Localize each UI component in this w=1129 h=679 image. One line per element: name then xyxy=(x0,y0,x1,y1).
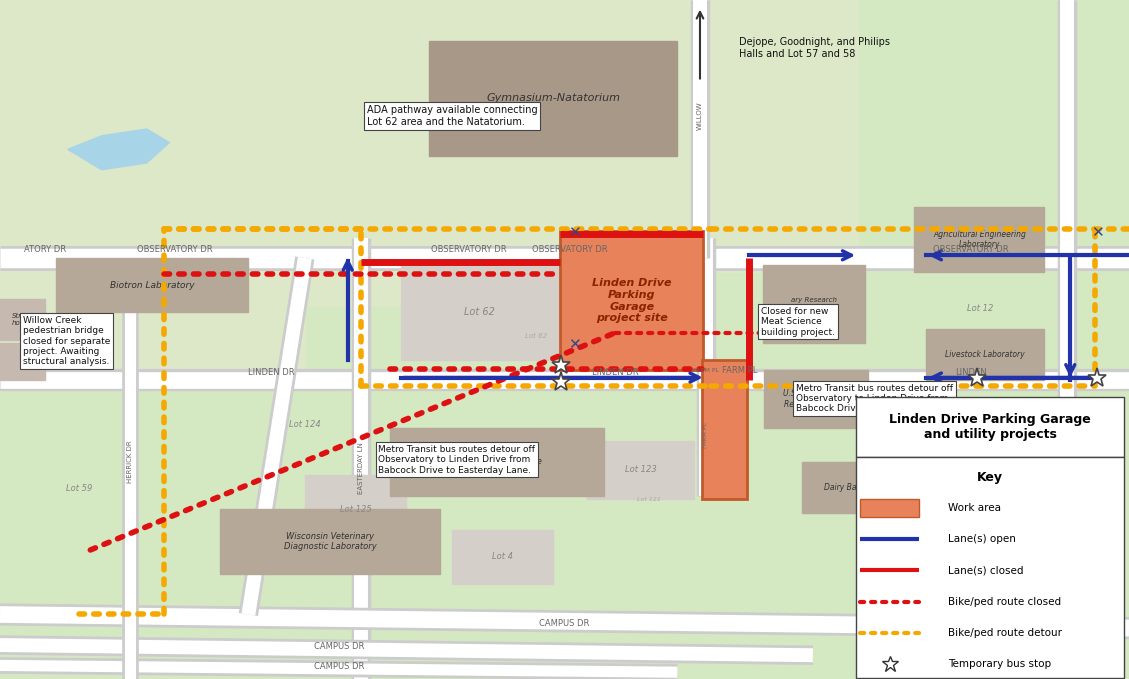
Text: Lot 12: Lot 12 xyxy=(966,304,994,314)
Bar xyxy=(860,499,919,517)
Text: Lot 59: Lot 59 xyxy=(65,484,93,494)
Text: Veterinary Medicine: Veterinary Medicine xyxy=(452,457,542,466)
Text: Lot 62: Lot 62 xyxy=(464,308,496,317)
Text: Linden Drive Parking Garage
and utility projects: Linden Drive Parking Garage and utility … xyxy=(890,413,1091,441)
Bar xyxy=(763,265,865,343)
Text: Bike/ped route closed: Bike/ped route closed xyxy=(948,597,1061,606)
Bar xyxy=(0,0,305,373)
Text: Linden Drive
Parking
Garage
project site: Linden Drive Parking Garage project site xyxy=(592,278,672,323)
Text: Wisconsin Veterinary
Diagnostic Laboratory: Wisconsin Veterinary Diagnostic Laborato… xyxy=(283,532,377,551)
Text: OBSERVATORY DR: OBSERVATORY DR xyxy=(138,245,212,255)
Text: Willow Creek
pedestrian bridge
closed for separate
project. Awaiting
structural : Willow Creek pedestrian bridge closed fo… xyxy=(23,316,110,367)
Text: Lot 123: Lot 123 xyxy=(625,465,657,475)
Bar xyxy=(220,509,440,574)
Text: CAMPUS DR: CAMPUS DR xyxy=(540,619,589,628)
Text: EASTERDAY LN: EASTERDAY LN xyxy=(358,443,365,494)
Text: Lot 59: Lot 59 xyxy=(65,348,93,358)
Bar xyxy=(914,207,1044,272)
Text: FARM PL: FARM PL xyxy=(703,422,708,447)
Text: Lot 62: Lot 62 xyxy=(525,333,548,339)
Bar xyxy=(856,397,1124,457)
Text: FARM PL: FARM PL xyxy=(692,367,719,373)
Text: Closed for new
Meat Science
building project.: Closed for new Meat Science building pro… xyxy=(761,307,835,337)
Bar xyxy=(856,457,1124,678)
Text: ✕: ✕ xyxy=(568,225,581,240)
Text: Lot 4: Lot 4 xyxy=(492,552,513,562)
Bar xyxy=(587,441,694,499)
Bar xyxy=(560,231,703,370)
Text: Street
house: Street house xyxy=(12,312,33,326)
Text: Biotron Laboratory: Biotron Laboratory xyxy=(111,280,194,290)
Bar xyxy=(305,0,700,306)
Text: ADA pathway available connecting
Lot 62 area and the Natatorium.: ADA pathway available connecting Lot 62 … xyxy=(367,105,537,127)
Text: CAMPUS DR: CAMPUS DR xyxy=(314,662,364,672)
Text: Dairy Barn: Dairy Barn xyxy=(824,483,864,492)
Text: OBSERVATORY DR: OBSERVATORY DR xyxy=(533,245,607,255)
Bar xyxy=(702,360,747,499)
Bar xyxy=(401,265,559,360)
Text: Key: Key xyxy=(977,471,1004,484)
Text: CAMPUS DR: CAMPUS DR xyxy=(314,642,364,651)
Text: Lot 121: Lot 121 xyxy=(637,496,662,502)
Text: Livestock Laboratory: Livestock Laboratory xyxy=(945,350,1025,359)
Bar xyxy=(452,530,553,584)
Text: ATORY DR: ATORY DR xyxy=(24,245,67,255)
Text: Agricultural Engineering
Laboratory: Agricultural Engineering Laboratory xyxy=(933,230,1026,249)
Text: LINDEN DR: LINDEN DR xyxy=(247,367,295,377)
Text: Metro Transit bus routes detour off
Observatory to Linden Drive from
Babcock Dri: Metro Transit bus routes detour off Obse… xyxy=(796,384,953,414)
Text: Lane(s) closed: Lane(s) closed xyxy=(948,566,1024,575)
Bar xyxy=(802,462,886,513)
Text: LINDEN DR: LINDEN DR xyxy=(592,367,639,377)
Bar xyxy=(305,475,406,543)
Bar xyxy=(390,428,604,496)
Text: OBSERVATORY DR: OBSERVATORY DR xyxy=(431,245,506,255)
Text: ✕: ✕ xyxy=(568,337,581,352)
Text: Lot 124: Lot 124 xyxy=(289,420,321,429)
Text: U.S. Dairy Forage
Research Center: U.S. Dairy Forage Research Center xyxy=(782,389,850,409)
Text: FARM PL: FARM PL xyxy=(721,365,758,375)
Text: Lot 39: Lot 39 xyxy=(924,426,951,436)
Text: Dejope, Goodnight, and Philips
Halls and Lot 57 and 58: Dejope, Goodnight, and Philips Halls and… xyxy=(739,37,891,59)
Text: Lane(s) open: Lane(s) open xyxy=(948,534,1016,544)
Polygon shape xyxy=(68,129,169,170)
Text: Gymnasium-Natatorium: Gymnasium-Natatorium xyxy=(487,94,620,103)
Bar xyxy=(764,370,868,428)
Text: Bike/ped route detour: Bike/ped route detour xyxy=(948,628,1062,638)
Text: ary Research
aboratory: ary Research aboratory xyxy=(791,297,837,310)
Text: HERRICK DR: HERRICK DR xyxy=(126,441,133,483)
Bar xyxy=(926,329,1044,380)
Text: ✕: ✕ xyxy=(1091,543,1104,557)
Text: WILLOW: WILLOW xyxy=(697,101,703,130)
Text: OBSERVATORY DR: OBSERVATORY DR xyxy=(934,245,1008,255)
Bar xyxy=(429,41,677,156)
Bar xyxy=(0,299,45,340)
Text: Temporary bus stop: Temporary bus stop xyxy=(948,659,1051,669)
Text: Metro Transit bus routes detour off
Observatory to Linden Drive from
Babcock Dri: Metro Transit bus routes detour off Obse… xyxy=(378,445,535,475)
Text: LINDEN: LINDEN xyxy=(955,367,987,377)
Bar xyxy=(56,258,248,312)
Text: Lot 125: Lot 125 xyxy=(340,504,371,514)
Bar xyxy=(0,343,45,380)
Bar xyxy=(700,0,858,272)
Text: ✕: ✕ xyxy=(1091,225,1104,240)
Text: Work area: Work area xyxy=(948,503,1001,513)
